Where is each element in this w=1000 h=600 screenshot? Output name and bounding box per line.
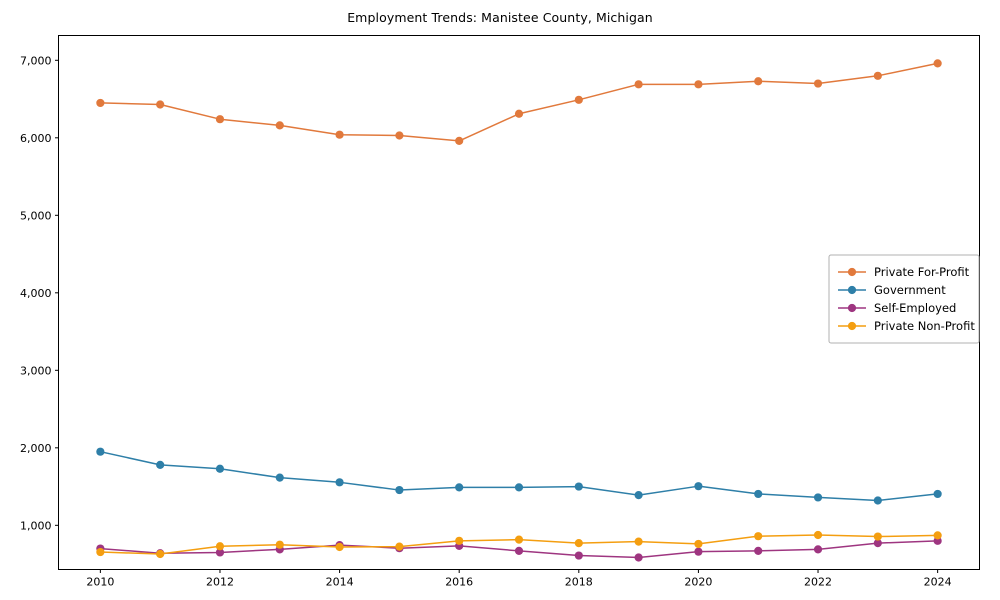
data-point-marker — [455, 536, 464, 545]
y-axis-ticks: 1,000 2,000 3,000 4,000 5,000 6,000 7,000 — [20, 54, 59, 532]
data-point-marker — [215, 464, 225, 473]
data-series-layer — [96, 59, 942, 562]
data-point-marker — [335, 478, 344, 487]
series-government — [96, 447, 942, 505]
data-point-marker — [96, 447, 105, 456]
legend-box — [828, 254, 980, 344]
data-point-marker — [754, 546, 763, 556]
x-axis-ticks: 2010 2012 2014 2016 2018 2020 2022 2024 — [86, 569, 952, 589]
data-point-marker — [395, 485, 404, 495]
data-point-marker — [634, 80, 643, 89]
data-point-marker — [514, 109, 524, 118]
y-tick-label: 7,000 — [20, 54, 52, 67]
y-tick-label: 4,000 — [20, 287, 52, 300]
y-tick-label: 3,000 — [20, 364, 52, 377]
data-point-marker — [813, 79, 823, 88]
legend-label[interactable]: Government — [874, 283, 946, 297]
data-point-marker — [754, 532, 763, 541]
data-point-marker — [754, 77, 763, 86]
data-point-marker — [96, 547, 105, 557]
data-point-marker — [694, 539, 703, 549]
data-point-marker — [96, 98, 105, 108]
legend-label[interactable]: Private For-Profit — [874, 265, 970, 279]
series-private-for-profit — [96, 59, 942, 145]
data-point-marker — [873, 496, 882, 505]
data-point-marker — [215, 548, 225, 557]
data-point-marker — [574, 539, 583, 548]
chart-legend[interactable]: Private For-Profit Government Self-Employe… — [828, 254, 980, 344]
data-point-marker — [275, 121, 284, 130]
data-point-marker — [395, 542, 404, 551]
legend-label[interactable]: Self-Employed — [874, 301, 956, 315]
data-point-marker — [156, 100, 165, 109]
x-tick-label: 2012 — [206, 576, 234, 589]
data-point-marker — [275, 473, 284, 482]
data-point-marker — [873, 71, 882, 80]
data-point-marker — [156, 460, 165, 469]
legend-marker-swatch — [847, 285, 857, 295]
y-tick-label: 5,000 — [20, 209, 52, 222]
data-point-marker — [694, 80, 703, 89]
data-point-marker — [933, 59, 942, 68]
y-tick-label: 1,000 — [20, 519, 52, 532]
data-point-marker — [574, 95, 583, 104]
data-point-marker — [694, 547, 703, 556]
legend-label[interactable]: Private Non-Profit — [874, 319, 975, 333]
data-point-marker — [514, 546, 524, 556]
y-tick-label: 2,000 — [20, 442, 52, 455]
data-point-marker — [813, 530, 823, 540]
data-point-marker — [455, 136, 464, 145]
x-tick-label: 2024 — [924, 576, 952, 589]
data-point-marker — [634, 537, 643, 546]
data-point-marker — [156, 549, 165, 559]
series-line — [99, 62, 939, 142]
data-point-marker — [634, 553, 643, 562]
data-point-marker — [275, 540, 284, 549]
series-private-non-profit — [96, 530, 942, 559]
data-point-marker — [574, 551, 583, 560]
data-point-marker — [694, 482, 703, 491]
data-point-marker — [335, 130, 344, 139]
data-point-marker — [215, 542, 225, 551]
data-point-marker — [813, 545, 823, 554]
data-point-marker — [215, 115, 225, 124]
data-point-marker — [514, 535, 524, 544]
x-tick-label: 2014 — [326, 576, 354, 589]
data-point-marker — [873, 532, 882, 541]
series-line — [99, 450, 939, 502]
data-point-marker — [933, 531, 942, 540]
x-tick-label: 2020 — [684, 576, 712, 589]
x-tick-label: 2022 — [804, 576, 832, 589]
legend-marker-swatch — [847, 303, 857, 313]
data-point-marker — [873, 539, 882, 548]
x-tick-label: 2016 — [445, 576, 473, 589]
x-tick-label: 2018 — [565, 576, 593, 589]
data-point-marker — [754, 489, 763, 499]
chart-title: Employment Trends: Manistee County, Mich… — [347, 10, 653, 25]
data-point-marker — [335, 542, 344, 552]
data-point-marker — [395, 131, 404, 140]
data-point-marker — [514, 483, 524, 492]
x-tick-label: 2010 — [86, 576, 114, 589]
legend-marker-swatch — [847, 321, 857, 331]
data-point-marker — [455, 483, 464, 492]
data-point-marker — [933, 489, 942, 499]
legend-marker-swatch — [847, 267, 857, 277]
y-tick-label: 6,000 — [20, 132, 52, 145]
data-point-marker — [574, 482, 583, 491]
data-point-marker — [813, 493, 823, 502]
data-point-marker — [634, 491, 643, 500]
